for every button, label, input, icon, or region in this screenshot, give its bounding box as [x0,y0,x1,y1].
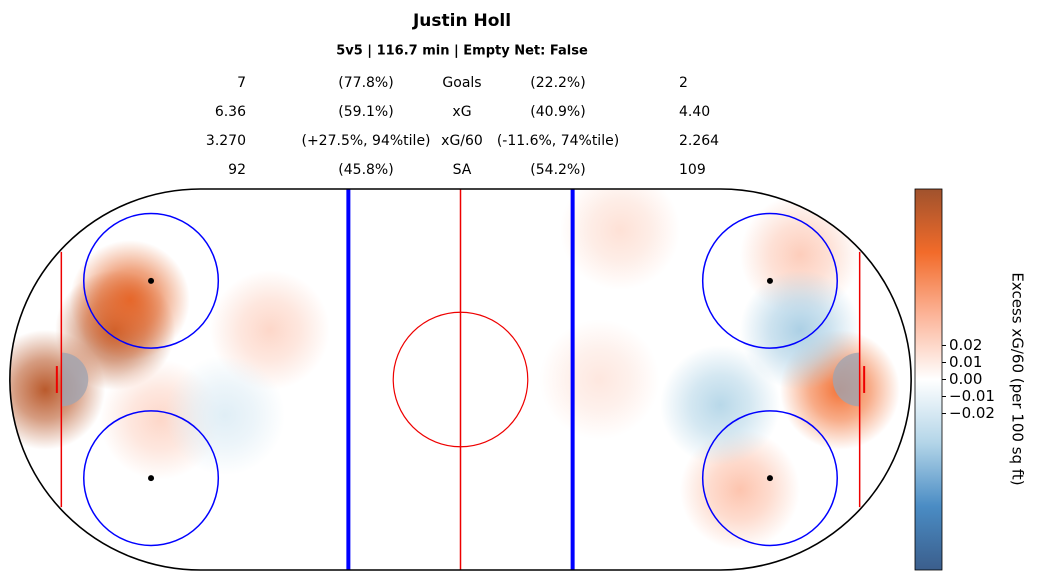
stat-label: Goals [442,75,481,91]
colorbar-tick-label: 0.00 [949,370,982,388]
heat-spot [539,319,660,440]
stat-left: 6.36 [215,104,246,120]
stat-left-pct: (77.8%) [338,75,393,91]
heatmap [9,189,900,550]
colorbar-tick-label: 0.01 [949,353,982,371]
heat-spot [660,345,781,466]
stat-left-pct: (59.1%) [338,104,393,120]
colorbar-tick-label: −0.02 [949,404,995,422]
colorbar-label: Excess xG/60 (per 100 sq ft) [1009,272,1027,485]
faceoff-dot [766,475,773,482]
stat-label: xG/60 [441,133,483,149]
boards [9,188,912,571]
colorbar [914,188,943,571]
crease [832,352,860,407]
chart-title: Justin Holl [412,11,511,31]
faceoff-circle [83,410,220,547]
stat-left: 3.270 [206,133,246,149]
heat-spot [165,355,286,476]
chart-subtitle: 5v5 | 116.7 min | Empty Net: False [336,44,588,59]
faceoff-circle [701,410,838,547]
colorbar-tick-label: −0.01 [949,387,995,405]
center-circle [392,311,529,448]
stat-right-pct: (40.9%) [530,104,585,120]
stat-left-pct: (+27.5%, 94%tile) [301,133,430,149]
faceoff-dot [766,277,773,284]
stat-right: 109 [679,162,706,178]
stat-left: 92 [228,162,246,178]
stat-right-pct: (22.2%) [530,75,585,91]
faceoff-dot [148,277,155,284]
stat-left: 7 [237,75,246,91]
heat-spot [560,189,681,291]
heat-spot [740,270,861,391]
faceoff-circle [83,212,220,349]
faceoff-circle [701,212,838,349]
stat-right: 4.40 [679,104,710,120]
stat-right: 2.264 [679,133,719,149]
stat-right: 2 [679,75,688,91]
stat-right-pct: (54.2%) [530,162,585,178]
crease [61,352,89,407]
rink [9,188,912,571]
stat-right-pct: (-11.6%, 74%tile) [497,133,619,149]
stat-label: xG [452,104,471,120]
stat-label: SA [453,162,472,178]
heat-spot [69,240,190,361]
faceoff-dot [148,475,155,482]
stat-left-pct: (45.8%) [338,162,393,178]
colorbar-tick-label: 0.02 [949,336,982,354]
